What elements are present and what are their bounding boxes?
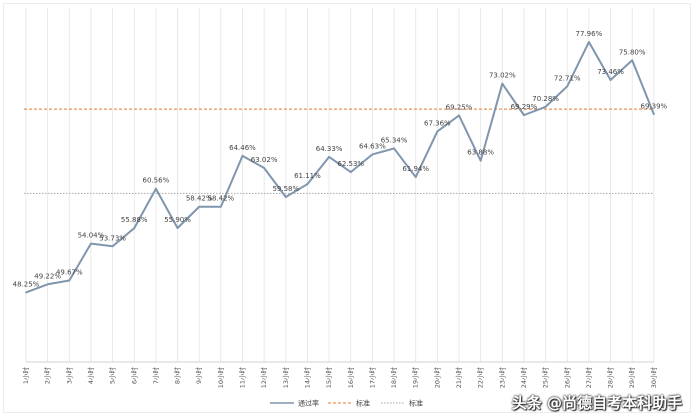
x-tick-label: 13小时 <box>281 367 290 389</box>
data-label: 73.02% <box>489 72 516 80</box>
data-label: 49.67% <box>56 268 83 276</box>
data-point <box>284 196 287 198</box>
legend-label: 标准 <box>409 399 423 408</box>
x-tick-label: 30小时 <box>649 367 658 389</box>
legend-label: 标准 <box>356 399 370 408</box>
data-label: 73.46% <box>597 68 624 76</box>
data-label: 61.94% <box>402 165 429 173</box>
data-point <box>501 82 504 85</box>
data-point <box>111 245 114 248</box>
x-tick-label: 12小时 <box>259 367 268 389</box>
x-tick-label: 7小时 <box>151 367 160 385</box>
data-label: 69.39% <box>640 102 667 110</box>
data-point <box>46 283 49 286</box>
data-point <box>523 114 525 117</box>
data-point <box>588 41 590 43</box>
data-point <box>25 291 27 294</box>
data-point <box>241 154 244 157</box>
data-point <box>306 183 309 185</box>
x-tick-label: 25小时 <box>541 367 550 389</box>
x-tick-label: 5小时 <box>108 367 117 385</box>
data-point <box>393 147 395 150</box>
data-point <box>371 153 374 156</box>
data-label: 64.63% <box>359 142 386 150</box>
data-point <box>414 176 417 178</box>
data-label: 70.28% <box>532 95 559 103</box>
x-tick-label: 6小时 <box>129 367 138 385</box>
x-tick-label: 15小时 <box>324 367 333 389</box>
legend-label: 通过率 <box>298 399 319 408</box>
data-label: 77.96% <box>576 30 603 38</box>
data-point <box>436 130 439 133</box>
data-point <box>328 156 330 158</box>
data-point <box>631 59 634 62</box>
x-tick-label: 27小时 <box>584 367 593 389</box>
x-tick-label: 1小时 <box>21 367 30 385</box>
x-tick-label: 17小时 <box>367 367 376 389</box>
data-label: 64.33% <box>316 145 343 153</box>
data-label: 49.22% <box>34 272 61 280</box>
x-tick-label: 20小时 <box>432 367 441 389</box>
x-tick-label: 10小时 <box>216 367 225 389</box>
data-label: 69.25% <box>446 103 473 111</box>
data-label: 69.29% <box>511 103 538 111</box>
data-label: 62.53% <box>337 160 364 168</box>
data-label: 60.56% <box>143 177 170 185</box>
x-tick-label: 28小时 <box>606 367 615 389</box>
x-tick-label: 23小时 <box>497 367 506 389</box>
chart-frame <box>3 3 691 413</box>
data-label: 55.90% <box>164 216 191 224</box>
x-tick-label: 4小时 <box>86 367 95 385</box>
data-label: 54.04% <box>78 232 105 240</box>
x-tick-label: 2小时 <box>43 367 52 385</box>
data-point <box>219 205 222 208</box>
data-point <box>155 187 157 190</box>
data-point <box>479 159 482 162</box>
data-label: 65.34% <box>381 136 408 144</box>
x-tick-label: 29小时 <box>627 367 636 389</box>
data-point <box>544 105 547 108</box>
data-label: 59.58% <box>272 185 299 193</box>
x-tick-label: 24小时 <box>519 367 528 389</box>
x-tick-label: 26小时 <box>562 367 571 389</box>
x-tick-label: 14小时 <box>302 367 311 389</box>
data-label: 72.71% <box>554 74 581 82</box>
data-point <box>609 79 612 81</box>
pass-rate-series-line <box>25 41 655 294</box>
data-label: 75.80% <box>619 48 646 56</box>
x-tick-label: 22小时 <box>476 367 485 389</box>
watermark: 头条 @尚德自考本科助手 <box>511 394 682 412</box>
data-label: 58.42% <box>207 195 234 203</box>
data-label: 48.25% <box>13 280 40 288</box>
data-point <box>566 85 569 88</box>
x-tick-label: 21小时 <box>454 367 463 389</box>
data-point <box>176 227 179 229</box>
x-tick-label: 3小时 <box>64 367 73 385</box>
data-point <box>68 279 71 282</box>
x-tick-label: 16小时 <box>346 367 355 389</box>
data-point <box>349 171 352 174</box>
data-label: 67.36% <box>424 119 451 127</box>
data-point <box>458 114 460 117</box>
data-label: 55.88% <box>121 216 148 224</box>
x-tick-label: 9小时 <box>194 367 203 385</box>
data-point <box>263 167 266 169</box>
data-label: 63.88% <box>467 149 494 157</box>
data-point <box>90 242 92 245</box>
x-tick-label: 19小时 <box>411 367 420 389</box>
data-label: 53.73% <box>99 234 126 242</box>
x-tick-label: 8小时 <box>173 367 182 385</box>
data-point <box>198 205 201 208</box>
x-tick-label: 18小时 <box>389 367 398 389</box>
data-label: 63.02% <box>251 156 278 164</box>
data-label: 61.11% <box>294 172 321 180</box>
data-point <box>652 113 655 116</box>
data-point <box>133 227 136 230</box>
data-label: 64.46% <box>229 144 256 152</box>
x-tick-label: 11小时 <box>238 367 247 389</box>
data-label: 58.42% <box>186 195 213 203</box>
